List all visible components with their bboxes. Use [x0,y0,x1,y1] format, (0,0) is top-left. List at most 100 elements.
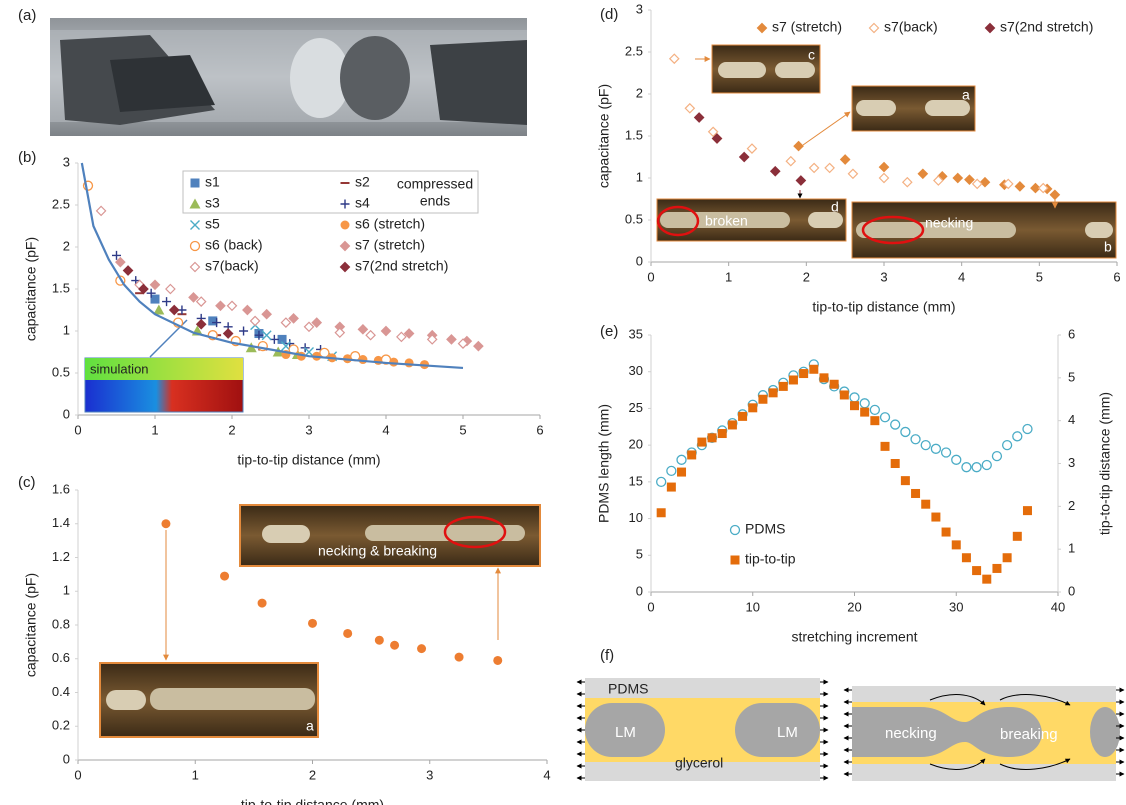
panel-label: (a) [18,7,36,24]
legend-marker [191,221,200,230]
point [931,444,940,453]
x-tick-label: 0 [647,269,654,284]
inset-label: b [1104,239,1112,255]
point [239,327,248,336]
point [685,104,694,113]
point [335,328,344,337]
point [748,403,757,412]
point [830,380,839,389]
point [779,382,788,391]
arrow [803,112,850,145]
x-tick-label: 3 [880,269,887,284]
point [262,331,271,340]
y-axis-title: capacitance (pF) [596,84,612,188]
point [972,463,981,472]
y-tick-label: 3 [636,1,643,16]
point [258,599,267,608]
point [708,433,717,442]
y-tick-label: 20 [629,437,643,452]
point [825,163,834,172]
point [942,448,951,457]
point [810,163,819,172]
point [667,466,676,475]
x-tick-label: 2 [309,767,316,782]
y2-tick-label: 5 [1068,369,1075,384]
y-tick-label: 0 [636,583,643,598]
y-tick-label: 1 [63,583,70,598]
point [911,489,920,498]
point [677,455,686,464]
x-tick-label: 0 [647,599,654,614]
diagram-label: LM [615,724,636,741]
legend-label: s2 [355,174,370,190]
point [718,429,727,438]
point [161,519,170,528]
x-tick-label: 1 [192,767,199,782]
point [891,459,900,468]
legend-marker [731,556,740,565]
y2-tick-label: 3 [1068,455,1075,470]
point [1050,190,1059,199]
legend-marker [191,263,200,272]
point [860,408,869,417]
photo-inset: necking & breaking [240,505,540,566]
point [320,348,329,357]
x-tick-label: 3 [426,767,433,782]
y2-axis-title: tip-to-tip distance (mm) [1097,392,1113,535]
photo [50,18,527,136]
panel-label: (d) [600,6,618,23]
diagram-label: glycerol [675,755,723,771]
point [474,342,483,351]
point [697,438,706,447]
x-tick-label: 5 [1036,269,1043,284]
point [860,399,869,408]
point [1003,553,1012,562]
point [809,365,818,374]
point [840,390,849,399]
point [166,285,175,294]
inset-label: necking [925,215,973,231]
x-tick-label: 2 [803,269,810,284]
x-tick-label: 6 [1113,269,1120,284]
panel-label: (b) [18,149,36,166]
point [903,178,912,187]
x-tick-label: 4 [958,269,965,284]
point [1023,506,1032,515]
y-tick-label: 1.5 [625,127,643,142]
legend-label: s4 [355,195,370,211]
point [216,301,225,310]
point [343,629,352,638]
point [918,169,927,178]
point [891,420,900,429]
y-tick-label: 0.2 [52,718,70,733]
point [289,314,298,323]
photo-inset: c [712,45,820,93]
legend-note: ends [420,193,450,209]
x-tick-label: 20 [847,599,861,614]
y-tick-label: 0.5 [52,364,70,379]
y2-tick-label: 2 [1068,498,1075,513]
point [493,656,502,665]
legend-marker [731,526,740,535]
y-tick-label: 0 [636,253,643,268]
page: {"photo":{"label":"(a)"}, "chart_data":[… [0,0,1126,805]
photo-inset: a [100,663,318,737]
y2-tick-label: 0 [1068,583,1075,598]
figure: (a) simulation necking & breaking a c a … [0,0,1126,805]
point [973,179,982,188]
point [952,540,961,549]
legend-label: tip-to-tip [745,551,796,567]
point [738,412,747,421]
point [208,316,217,325]
point [251,316,260,325]
point [417,644,426,653]
legend-marker [758,24,767,33]
point [1015,182,1024,191]
point [151,295,160,304]
point [962,553,971,562]
y-tick-label: 0.4 [52,684,70,699]
point [375,636,384,645]
point [799,369,808,378]
point [962,463,971,472]
point [390,641,399,650]
